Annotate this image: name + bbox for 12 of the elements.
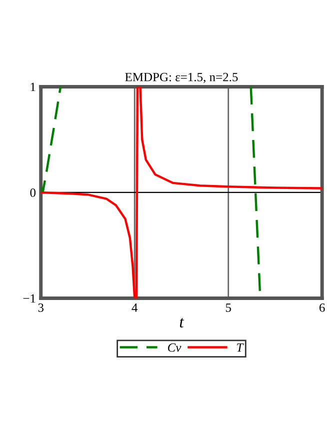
y-tick-label: 0: [30, 188, 36, 197]
y-tick-label: −1: [23, 294, 36, 303]
x-axis-title: t: [180, 318, 184, 328]
x-tick-label: 5: [226, 304, 231, 312]
legend-label: T: [237, 343, 244, 352]
y-tick-label: 1: [30, 82, 36, 92]
x-tick-label: 3: [38, 303, 44, 312]
chart-title: EMDPG: ε=1.5, n=2.5: [125, 72, 238, 84]
legend-label: Cv: [168, 343, 182, 352]
x-tick-label: 4: [132, 304, 138, 312]
x-tick-label: 6: [320, 303, 325, 312]
line-series: [40, 86, 322, 298]
